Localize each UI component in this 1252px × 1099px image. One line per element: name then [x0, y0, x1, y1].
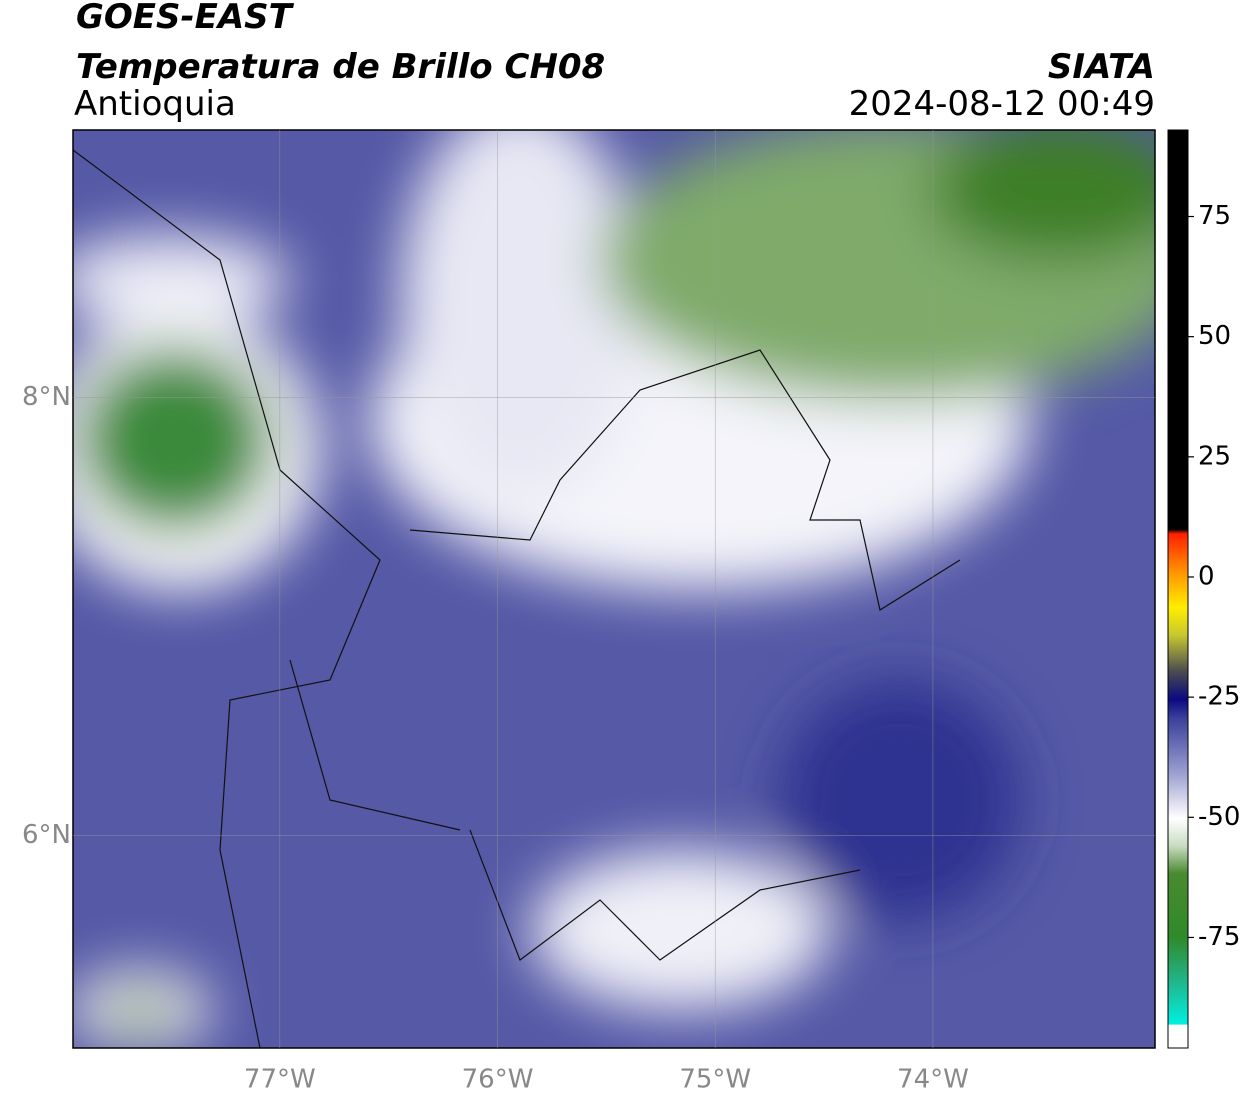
lon-tick-label: 76°W [462, 1065, 534, 1095]
colorbar-tick-label: 25 [1198, 441, 1231, 471]
lon-tick-label: 75°W [679, 1065, 751, 1095]
lat-tick-label: 6°N [22, 820, 71, 850]
subtitle: Temperatura de Brillo CH08 [76, 47, 605, 87]
region: Antioquia [74, 84, 236, 124]
source: SIATA [1048, 47, 1155, 87]
satellite-image [73, 130, 1155, 1048]
colorbar [1167, 129, 1189, 1049]
lon-tick-label: 74°W [897, 1065, 969, 1095]
datetime: 2024-08-12 00:49 [849, 84, 1155, 124]
map-frame [72, 129, 1156, 1049]
colorbar-tick-label: -75 [1198, 922, 1240, 952]
colorbar-tick-label: 0 [1198, 561, 1215, 591]
lon-tick-label: 77°W [244, 1065, 316, 1095]
colorbar-tick-label: -50 [1198, 802, 1240, 832]
title: GOES-EAST [76, 0, 295, 37]
lat-tick-label: 8°N [22, 382, 71, 412]
colorbar-tick-label: 75 [1198, 201, 1231, 231]
colorbar-tick-label: 50 [1198, 321, 1231, 351]
colorbar-tick-label: -25 [1198, 682, 1240, 712]
